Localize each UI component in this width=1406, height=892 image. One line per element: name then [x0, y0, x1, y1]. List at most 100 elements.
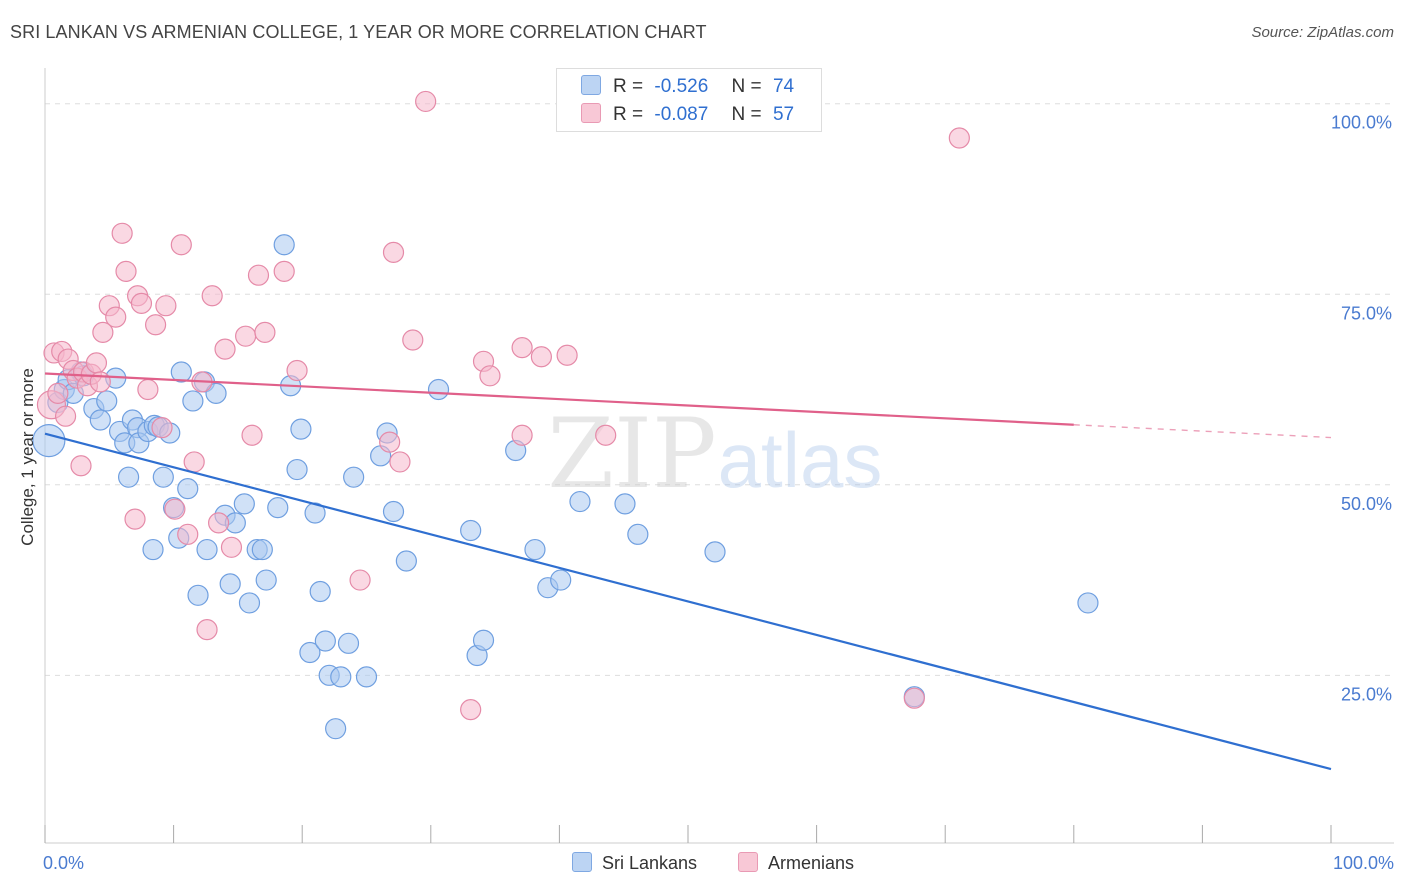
point-armenian	[220, 536, 243, 558]
legend-swatch-blue	[581, 75, 601, 95]
source-credit: Source: ZipAtlas.com	[1251, 24, 1394, 41]
point-sri-lankan	[460, 519, 482, 542]
point-sri-lankan	[290, 418, 312, 440]
y-tick-label: 75.0%	[1341, 303, 1392, 323]
point-sri-lankan	[273, 234, 295, 256]
point-armenian	[415, 90, 437, 113]
point-armenian	[254, 321, 276, 343]
point-armenian	[556, 344, 578, 366]
tick-labels: 25.0% 50.0% 75.0% 100.0% 0.0% 100.0%	[43, 113, 1394, 873]
legend-row-sri-lankans: R = -0.526 N = 74	[581, 75, 794, 101]
legend-row-armenians: R = -0.087 N = 57	[581, 103, 794, 129]
point-armenian	[511, 337, 533, 359]
point-armenian	[389, 451, 411, 473]
trend-line-armenians-extension	[1073, 424, 1332, 439]
watermark-zip: ZIP	[547, 398, 716, 510]
point-sri-lankan	[299, 641, 321, 664]
point-sri-lankan	[187, 584, 209, 606]
legend-swatch-pink	[581, 103, 601, 123]
point-armenian	[85, 352, 108, 374]
point-sri-lankan	[704, 541, 726, 563]
grid-lines	[45, 103, 1394, 676]
legend-n-value: 74	[772, 76, 795, 97]
watermark-atlas: atlas	[718, 416, 883, 504]
point-armenian	[379, 431, 401, 453]
point-armenian	[183, 451, 205, 473]
point-armenian	[241, 424, 263, 446]
point-armenian	[479, 365, 501, 387]
y-tick-label: 25.0%	[1341, 684, 1392, 704]
legend-r-value: -0.087	[654, 104, 709, 125]
trend-lines	[44, 372, 1332, 771]
y-tick-label: 50.0%	[1341, 494, 1392, 514]
point-sri-lankan	[267, 497, 289, 519]
point-sri-lankan	[233, 493, 255, 515]
legend-n-value: 57	[772, 104, 795, 125]
trend-line-armenians	[44, 372, 1074, 426]
data-points	[32, 90, 1099, 740]
trend-line-sri-lankans	[44, 432, 1332, 771]
point-sri-lankan	[238, 592, 261, 614]
point-armenian	[530, 346, 552, 368]
point-sri-lankan	[472, 629, 495, 651]
point-armenian	[214, 338, 236, 360]
point-armenian	[155, 295, 177, 317]
point-armenian	[47, 382, 69, 404]
point-sri-lankan	[524, 538, 546, 561]
point-armenian	[105, 306, 127, 328]
point-armenian	[948, 127, 970, 149]
point-armenian	[177, 523, 199, 545]
point-sri-lankan	[177, 478, 199, 500]
point-sri-lankan	[355, 666, 378, 688]
point-armenian	[164, 498, 186, 520]
point-sri-lankan	[196, 538, 218, 561]
x-tick-label-min: 0.0%	[43, 853, 84, 873]
point-armenian	[349, 569, 371, 591]
point-armenian	[382, 241, 405, 263]
y-axis-title: College, 1 year or more	[18, 368, 37, 546]
point-armenian	[460, 699, 482, 721]
chart-title: SRI LANKAN VS ARMENIAN COLLEGE, 1 YEAR O…	[10, 22, 707, 42]
point-armenian	[235, 325, 257, 347]
point-armenian	[115, 260, 137, 282]
point-armenian	[511, 424, 533, 446]
point-sri-lankan	[170, 361, 192, 383]
bottom-legend-swatch-blue	[572, 852, 592, 872]
point-armenian	[144, 314, 167, 336]
point-armenian	[92, 321, 114, 343]
point-sri-lankan	[152, 466, 174, 488]
point-sri-lankan	[117, 466, 140, 488]
point-sri-lankan	[395, 550, 417, 572]
point-armenian	[124, 508, 146, 530]
bottom-legend-armenians: Armenians	[738, 852, 854, 876]
point-armenian	[151, 417, 173, 439]
point-sri-lankan	[314, 630, 336, 652]
point-sri-lankan	[286, 458, 308, 481]
point-armenian	[247, 264, 270, 286]
bottom-legend-sri-lankans: Sri Lankans	[572, 852, 697, 876]
point-armenian	[137, 378, 159, 401]
point-sri-lankan	[569, 490, 591, 513]
point-armenian	[70, 455, 92, 477]
point-armenian	[208, 512, 230, 534]
point-sri-lankan	[382, 500, 405, 523]
point-sri-lankan	[182, 390, 204, 412]
point-sri-lankan	[427, 378, 450, 401]
legend-n-label: N =	[731, 104, 762, 125]
point-sri-lankan	[142, 538, 164, 561]
point-sri-lankan	[219, 573, 241, 595]
point-sri-lankan	[337, 632, 360, 654]
point-sri-lankan	[614, 493, 636, 515]
point-sri-lankan	[309, 580, 331, 603]
bottom-legend-label: Armenians	[768, 853, 855, 873]
point-sri-lankan	[343, 466, 365, 488]
point-sri-lankan	[325, 718, 347, 740]
point-armenian	[111, 222, 133, 244]
point-armenian	[201, 285, 223, 307]
point-armenian	[170, 234, 192, 256]
point-sri-lankan	[255, 569, 277, 591]
point-sri-lankan	[627, 523, 649, 545]
point-sri-lankan	[330, 666, 352, 688]
point-armenian	[903, 687, 925, 709]
